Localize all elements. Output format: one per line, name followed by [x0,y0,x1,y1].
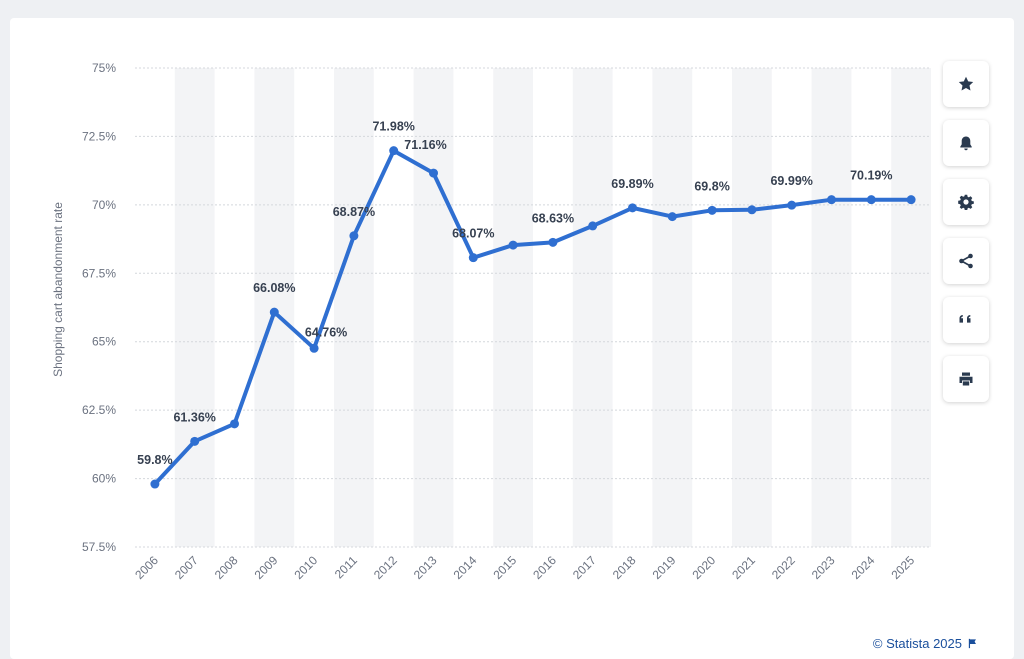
data-label: 69.8% [694,179,729,193]
y-tick-label: 67.5% [82,266,116,280]
x-tick-label: 2022 [769,553,798,582]
data-point[interactable] [667,212,677,222]
gridlines [135,67,931,548]
x-tick-label: 2010 [291,553,320,582]
x-tick-label: 2018 [610,553,639,582]
data-point[interactable] [190,436,200,446]
y-tick-label: 57.5% [82,540,116,554]
x-tick-label: 2020 [689,553,718,582]
data-point[interactable] [309,343,319,353]
x-tick-label: 2024 [849,553,878,582]
gear-icon [958,194,974,210]
data-point[interactable] [548,237,558,247]
x-tick-label: 2023 [809,553,838,582]
bell-icon [960,136,972,151]
column-band [811,68,852,547]
favorite-button[interactable] [943,61,989,107]
x-tick-label: 2006 [132,553,161,582]
x-tick-label: 2017 [570,553,599,582]
y-tick-label: 60% [92,472,116,486]
data-point[interactable] [230,419,239,429]
data-label: 64.76% [305,325,347,339]
data-point[interactable] [508,240,518,250]
column-band [413,68,454,547]
data-label: 61.36% [173,410,215,424]
data-point[interactable] [866,195,876,205]
x-tick-label: 2016 [530,553,559,582]
print-icon [959,372,973,386]
data-label: 70.19% [850,169,892,183]
y-tick-label: 65% [92,335,116,349]
x-tick-label: 2014 [451,553,480,582]
x-tick-label: 2007 [172,553,201,582]
star-icon [958,76,974,91]
y-tick-label: 75% [92,61,116,75]
x-tick-label: 2015 [490,553,519,582]
share-button[interactable] [943,238,989,284]
data-label: 69.99% [770,174,812,188]
x-tick-label: 2013 [411,553,440,582]
data-label: 71.16% [404,138,446,152]
data-label: 69.89% [611,177,653,191]
y-tick-labels: 57.5% 60% 62.5% 65% 67.5% 70% 72.5% 75% [82,61,116,554]
data-point[interactable] [150,479,160,489]
y-axis-title: Shopping cart abandonment rate [51,202,65,377]
data-point[interactable] [468,253,478,263]
source-credit[interactable]: © Statista 2025 [873,636,978,651]
data-point[interactable] [389,146,399,156]
data-label: 59.8% [137,453,172,467]
data-point[interactable] [429,168,438,178]
data-label: 71.98% [372,120,414,134]
y-tick-label: 72.5% [82,129,116,143]
column-band [334,68,374,547]
column-band [732,68,772,547]
x-tick-label: 2008 [212,553,241,582]
series-line [152,148,914,486]
column-band [254,68,295,547]
chart-toolbar [943,61,991,415]
data-label: 68.07% [452,227,494,241]
data-label: 66.08% [253,281,295,295]
data-point[interactable] [906,195,916,205]
credit-text: © Statista 2025 [872,636,962,651]
column-band [572,68,613,547]
column-bands [174,68,931,547]
data-points [150,146,916,489]
column-band [493,68,533,547]
y-tick-label: 70% [92,198,116,212]
data-label: 68.63% [532,211,574,225]
cite-button[interactable] [943,297,989,343]
column-band [174,68,215,547]
y-tick-label: 62.5% [82,403,116,417]
x-tick-label: 2021 [729,553,758,582]
x-tick-label: 2025 [888,553,917,582]
data-point[interactable] [707,205,717,215]
data-point[interactable] [747,205,757,215]
data-point[interactable] [827,195,836,205]
flag-icon [968,638,976,649]
data-point[interactable] [588,221,598,231]
quote-icon [959,315,971,323]
x-tick-label: 2011 [332,553,360,581]
print-button[interactable] [943,356,989,402]
settings-button[interactable] [943,179,989,225]
line-chart: 57.5%60%62.5%65%67.5%70%72.5%75% 2006 200… [51,61,931,582]
data-point[interactable] [269,307,279,317]
x-tick-label: 2012 [371,553,400,582]
data-label: 68.87% [333,205,375,219]
notification-button[interactable] [943,120,989,166]
x-tick-label: 2009 [252,553,281,582]
column-band [891,68,931,547]
chart-card: 57.5% 60% 62.5% 65% 67.5% 70% 72.5% 75% 2006 200… [10,18,1014,659]
data-point[interactable] [628,203,637,213]
data-point[interactable] [787,200,797,210]
share-icon [959,253,973,269]
data-point[interactable] [349,231,359,241]
column-band [652,68,693,547]
x-tick-labels: 2006 2007 2008 2009 2010 2011 2012 2013 2014 2015… [132,553,917,582]
x-tick-label: 2019 [650,553,679,582]
data-labels: 59.8% 61.36% 66.08% 64.76% 68.87% 71.98% 71.16… [137,120,892,467]
